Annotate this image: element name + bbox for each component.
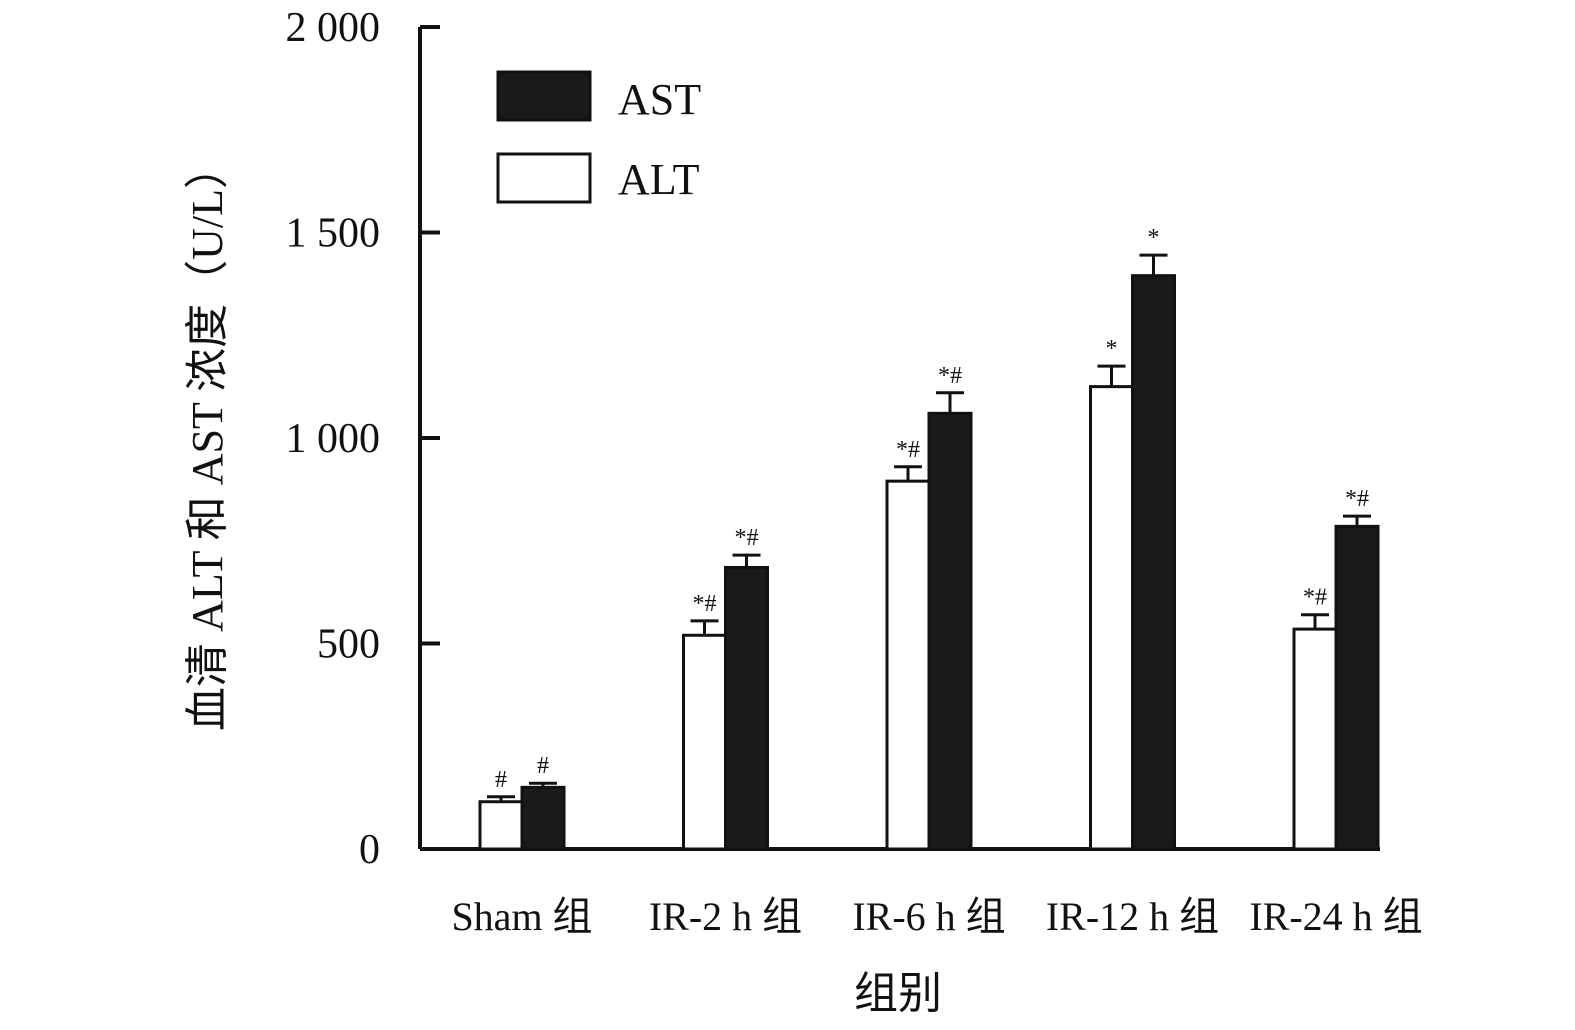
significance-annotation: *#	[938, 363, 962, 389]
significance-annotation: *	[1106, 336, 1118, 362]
x-axis-title: 组别	[854, 969, 942, 1018]
bar-alt	[1292, 627, 1338, 851]
y-tick-label: 1 000	[286, 416, 381, 462]
legend-label-ast: AST	[618, 75, 701, 124]
bar-ast	[724, 565, 769, 851]
bar-ast	[520, 785, 566, 851]
bar-ast	[1334, 524, 1380, 851]
significance-annotation: *#	[896, 437, 920, 463]
y-tick-label: 2 000	[286, 5, 381, 51]
y-tick-label: 0	[359, 827, 380, 873]
bars: # # *# *# *# *# * * *# *#	[478, 225, 1380, 851]
x-tick-label: IR-2 h 组	[649, 894, 802, 939]
y-tick-label: 500	[317, 622, 380, 668]
legend-label-alt: ALT	[618, 155, 700, 204]
significance-annotation: *#	[1303, 585, 1327, 611]
y-tick-label: 1 500	[286, 211, 381, 257]
bar-alt	[478, 800, 524, 851]
legend: AST ALT	[496, 70, 701, 204]
y-axis-ticks: 0 500 1 000 1 500 2 000	[286, 5, 440, 873]
significance-annotation: *#	[693, 591, 717, 617]
x-axis-tick-labels: Sham 组 IR-2 h 组 IR-6 h 组 IR-12 h 组 IR-24 h 组	[451, 894, 1422, 939]
x-tick-label: IR-6 h 组	[852, 894, 1005, 939]
bar-alt	[682, 633, 727, 851]
significance-annotation: #	[537, 753, 549, 779]
x-tick-label: Sham 组	[451, 894, 592, 939]
legend-swatch-ast	[496, 70, 592, 122]
legend-swatch-alt	[496, 152, 592, 204]
bar-ast	[927, 411, 973, 851]
significance-annotation: *	[1148, 225, 1160, 251]
x-tick-label: IR-24 h 组	[1249, 894, 1422, 939]
significance-annotation: *#	[735, 525, 759, 551]
significance-annotation: *#	[1345, 486, 1369, 512]
bar-ast	[1131, 274, 1176, 851]
y-axis-title: 血清 ALT 和 AST 浓度（U/L）	[183, 145, 232, 731]
significance-annotation: #	[495, 767, 507, 793]
bar-alt	[1089, 385, 1134, 851]
bar-alt	[885, 479, 931, 851]
x-tick-label: IR-12 h 组	[1046, 894, 1219, 939]
